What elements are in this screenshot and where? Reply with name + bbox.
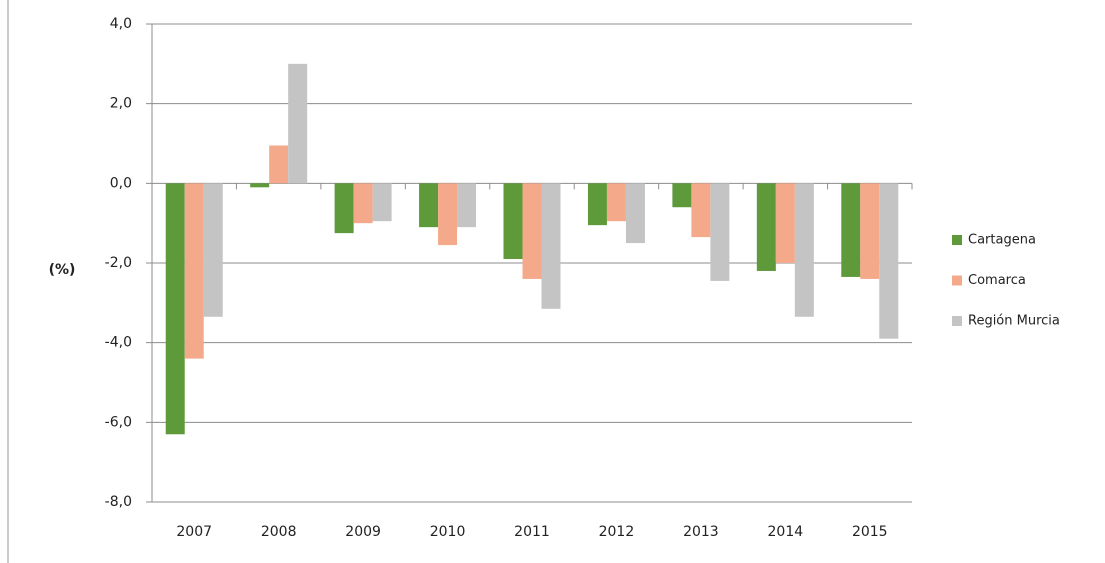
bar: [419, 183, 439, 228]
bar: [457, 183, 477, 228]
x-tick-label: 2013: [683, 524, 719, 540]
bar: [672, 183, 692, 208]
y-axis-label: (%): [49, 262, 76, 278]
bar: [879, 183, 899, 339]
x-tick-label: 2012: [599, 524, 635, 540]
x-tick-label: 2010: [430, 524, 466, 540]
x-tick-label: 2007: [176, 524, 212, 540]
bar: [541, 183, 561, 309]
legend-swatch: [952, 316, 962, 326]
bar: [353, 183, 373, 224]
bar: [860, 183, 880, 279]
bar: [288, 63, 308, 184]
bar: [756, 183, 776, 271]
x-tick-label: 2008: [261, 524, 297, 540]
y-tick-label: -2,0: [105, 255, 132, 271]
bar: [625, 183, 645, 244]
bar: [841, 183, 861, 277]
x-tick-label: 2014: [768, 524, 804, 540]
bar: [775, 183, 795, 263]
y-tick-label: -8,0: [105, 494, 132, 510]
bar: [691, 183, 711, 238]
bar: [184, 183, 204, 359]
legend-swatch: [952, 235, 962, 245]
bar: [372, 183, 392, 222]
x-tick-label: 2011: [514, 524, 550, 540]
legend-label: Cartagena: [968, 233, 1036, 248]
x-tick-label: 2015: [852, 524, 888, 540]
bar: [606, 183, 626, 222]
y-tick-label: 0,0: [110, 175, 132, 191]
bar: [438, 183, 458, 246]
legend-label: Comarca: [968, 273, 1026, 288]
x-tick-label: 2009: [345, 524, 381, 540]
y-tick-label: 4,0: [110, 16, 132, 32]
bar: [269, 145, 289, 184]
bar: [334, 183, 354, 234]
legend-label: Región Murcia: [968, 314, 1060, 329]
bar: [710, 183, 730, 281]
bar: [203, 183, 223, 317]
y-tick-label: -4,0: [105, 335, 132, 351]
bar: [250, 183, 270, 188]
bar: [522, 183, 542, 279]
legend-swatch: [952, 275, 962, 286]
bar: [503, 183, 523, 260]
y-tick-label: 2,0: [110, 96, 132, 112]
bar: [587, 183, 607, 226]
bar: [794, 183, 814, 317]
bar: [165, 183, 185, 435]
y-tick-label: -6,0: [105, 414, 132, 430]
